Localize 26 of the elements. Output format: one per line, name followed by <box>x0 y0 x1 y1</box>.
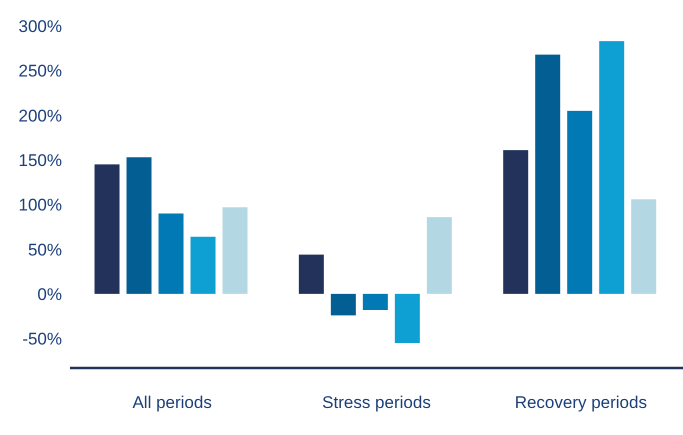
y-tick-label: 150% <box>18 150 62 170</box>
y-tick-label: 0% <box>37 284 62 304</box>
x-tick-label: All periods <box>132 393 212 412</box>
bar <box>158 214 184 294</box>
bar <box>362 294 388 310</box>
bar <box>599 41 624 294</box>
bar <box>222 207 248 294</box>
y-tick-label: 200% <box>18 106 62 126</box>
y-tick-label: 100% <box>18 196 62 215</box>
bar <box>394 294 420 343</box>
bar <box>535 54 560 294</box>
x-tick-label: Recovery periods <box>514 393 647 412</box>
bar <box>298 254 324 294</box>
x-tick-label: Stress periods <box>322 393 431 412</box>
bar <box>567 110 592 294</box>
y-tick-label: -50% <box>22 330 62 349</box>
bar <box>94 164 120 294</box>
bar <box>126 157 152 294</box>
bar <box>426 217 452 294</box>
y-tick-label: 300% <box>18 17 62 36</box>
y-tick-label: 50% <box>28 240 62 260</box>
bar <box>503 150 528 294</box>
bar <box>631 199 656 294</box>
bar <box>190 236 216 294</box>
y-tick-label: 250% <box>18 62 62 81</box>
bar <box>330 294 356 316</box>
